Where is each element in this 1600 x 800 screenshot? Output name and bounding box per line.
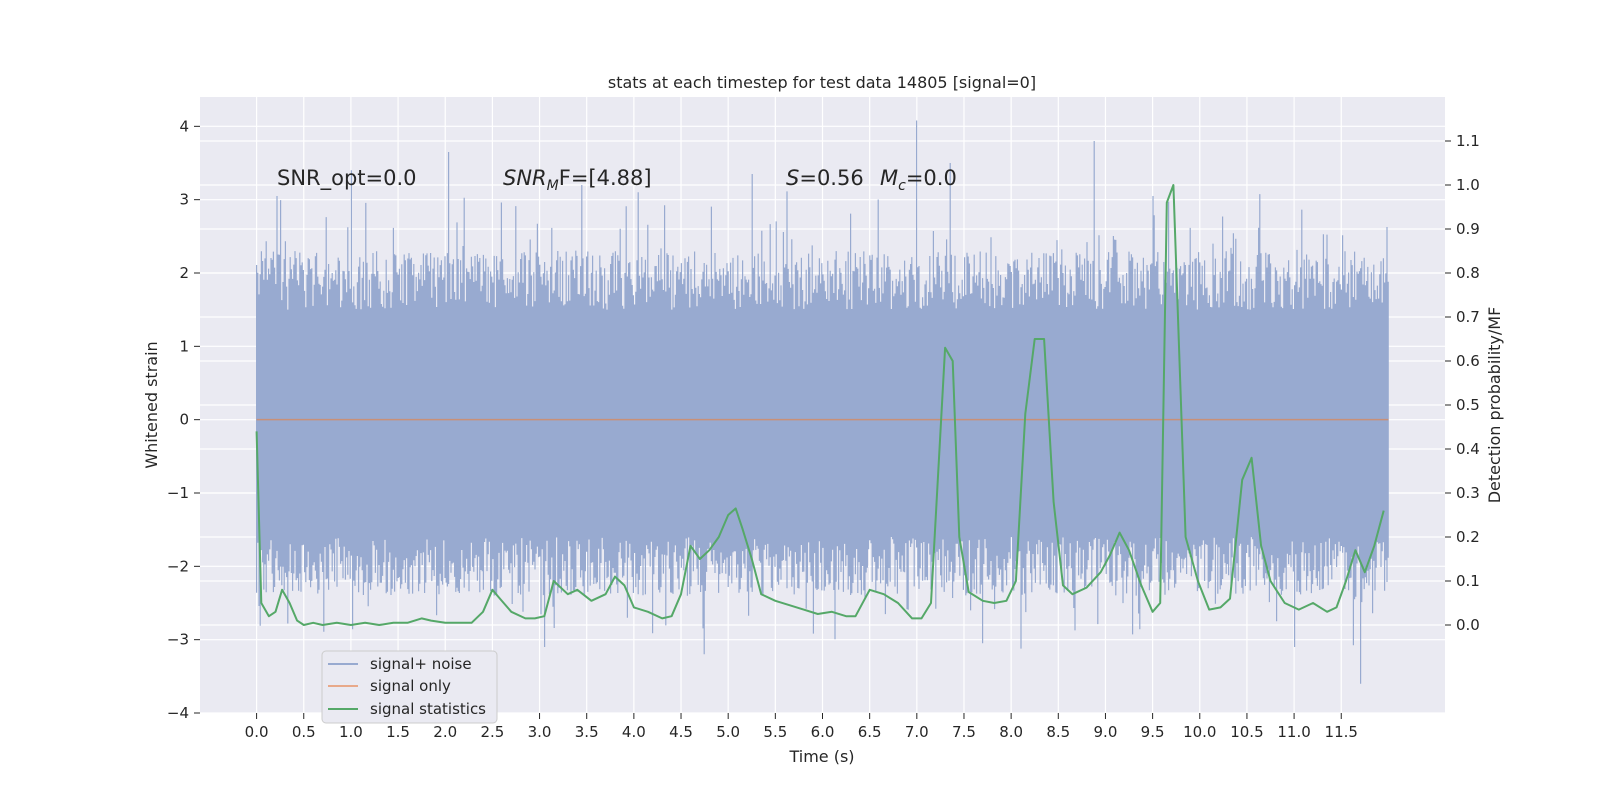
y-tick-label-left: −2: [167, 557, 189, 575]
x-tick-label: 10.5: [1230, 723, 1263, 741]
y-tick-label-right: 0.3: [1456, 484, 1480, 502]
x-tick-label: 5.5: [763, 723, 787, 741]
x-tick-label: 2.5: [480, 723, 504, 741]
x-tick-label: 4.0: [622, 723, 646, 741]
legend-box: [321, 650, 498, 724]
x-tick-label: 8.5: [1046, 723, 1070, 741]
y-tick-label-left: −4: [167, 704, 189, 722]
annotation-snr-opt: SNR_opt=0.0: [277, 166, 417, 191]
y-tick-label-right: 0.7: [1456, 308, 1480, 326]
y-tick-label-right: 0.1: [1456, 572, 1480, 590]
x-tick-label: 9.5: [1141, 723, 1165, 741]
y-tick-label-left: 0: [179, 411, 189, 429]
x-tick-label: 7.5: [952, 723, 976, 741]
legend-label-signal: signal only: [370, 677, 451, 695]
annotation-snr-mf: SNRMF=[4.88]: [503, 166, 652, 194]
x-tick-label: 4.5: [669, 723, 693, 741]
y-tick-label-left: 2: [179, 264, 189, 282]
x-tick-label: 1.0: [339, 723, 363, 741]
y-tick-label-right: 0.0: [1456, 616, 1480, 634]
annotation-mc: Mc=0.0: [880, 166, 957, 194]
y-tick-label-right: 0.8: [1456, 264, 1480, 282]
annotation-s: S=0.56: [786, 166, 864, 190]
axis-ticks: 0.0 0.5 1.0 1.5 2.0 2.5 3.0 3.5 4.0 4.5 5.0 5.5 6.0 6…: [167, 117, 1480, 741]
x-tick-label: 6.5: [858, 723, 882, 741]
x-tick-label: 2.0: [433, 723, 457, 741]
y-tick-label-right: 0.2: [1456, 528, 1480, 546]
y-tick-label-right: 0.6: [1456, 352, 1480, 370]
legend-label-noise: signal+ noise: [370, 655, 472, 673]
y-tick-label-right: 0.5: [1456, 396, 1480, 414]
x-tick-label: 8.0: [999, 723, 1023, 741]
y-tick-label-right: 0.4: [1456, 440, 1480, 458]
line-series: [255, 184, 1389, 626]
legend: signal+ noise signal only signal statist…: [321, 650, 498, 724]
x-tick-label: 1.5: [386, 723, 410, 741]
y-tick-label-right: 0.9: [1456, 220, 1480, 238]
x-axis-label: Time (s): [788, 747, 854, 766]
series-signal-statistics: [255, 184, 1385, 626]
y-axis-label-left: Whitened strain: [142, 341, 161, 468]
x-tick-label: 10.0: [1183, 723, 1216, 741]
y-tick-label-right: 1.1: [1456, 132, 1480, 150]
y-tick-label-right: 1.0: [1456, 176, 1480, 194]
x-tick-label: 0.0: [245, 723, 269, 741]
x-tick-label: 0.5: [292, 723, 316, 741]
y-tick-label-left: 3: [179, 191, 189, 209]
x-tick-label: 11.5: [1325, 723, 1358, 741]
y-tick-label-left: 1: [179, 337, 189, 355]
chart-title: stats at each timestep for test data 148…: [608, 73, 1036, 92]
x-tick-label: 7.0: [905, 723, 929, 741]
x-tick-label: 9.0: [1094, 723, 1118, 741]
y-tick-label-left: 4: [179, 117, 189, 135]
y-tick-label-left: −3: [167, 631, 189, 649]
y-axis-label-right: Detection probability/MF: [1485, 307, 1504, 504]
y-tick-label-left: −1: [167, 484, 189, 502]
x-tick-label: 5.0: [716, 723, 740, 741]
x-tick-label: 6.0: [811, 723, 835, 741]
x-tick-label: 11.0: [1277, 723, 1310, 741]
x-tick-label: 3.5: [575, 723, 599, 741]
legend-label-stats: signal statistics: [370, 700, 486, 718]
x-tick-label: 3.0: [528, 723, 552, 741]
